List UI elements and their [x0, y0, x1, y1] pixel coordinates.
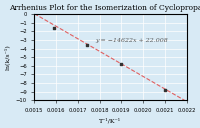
- Title: Arrhenius Plot for the Isomerization of Cyclopropane: Arrhenius Plot for the Isomerization of …: [9, 4, 200, 12]
- Point: [163, 89, 166, 91]
- X-axis label: T⁻¹/K⁻¹: T⁻¹/K⁻¹: [99, 118, 122, 124]
- Point: [120, 63, 123, 65]
- Point: [52, 27, 56, 29]
- Text: y = −14622x + 22.008: y = −14622x + 22.008: [95, 38, 168, 43]
- Point: [85, 44, 88, 46]
- Y-axis label: ln(k/s⁻¹): ln(k/s⁻¹): [4, 44, 10, 70]
